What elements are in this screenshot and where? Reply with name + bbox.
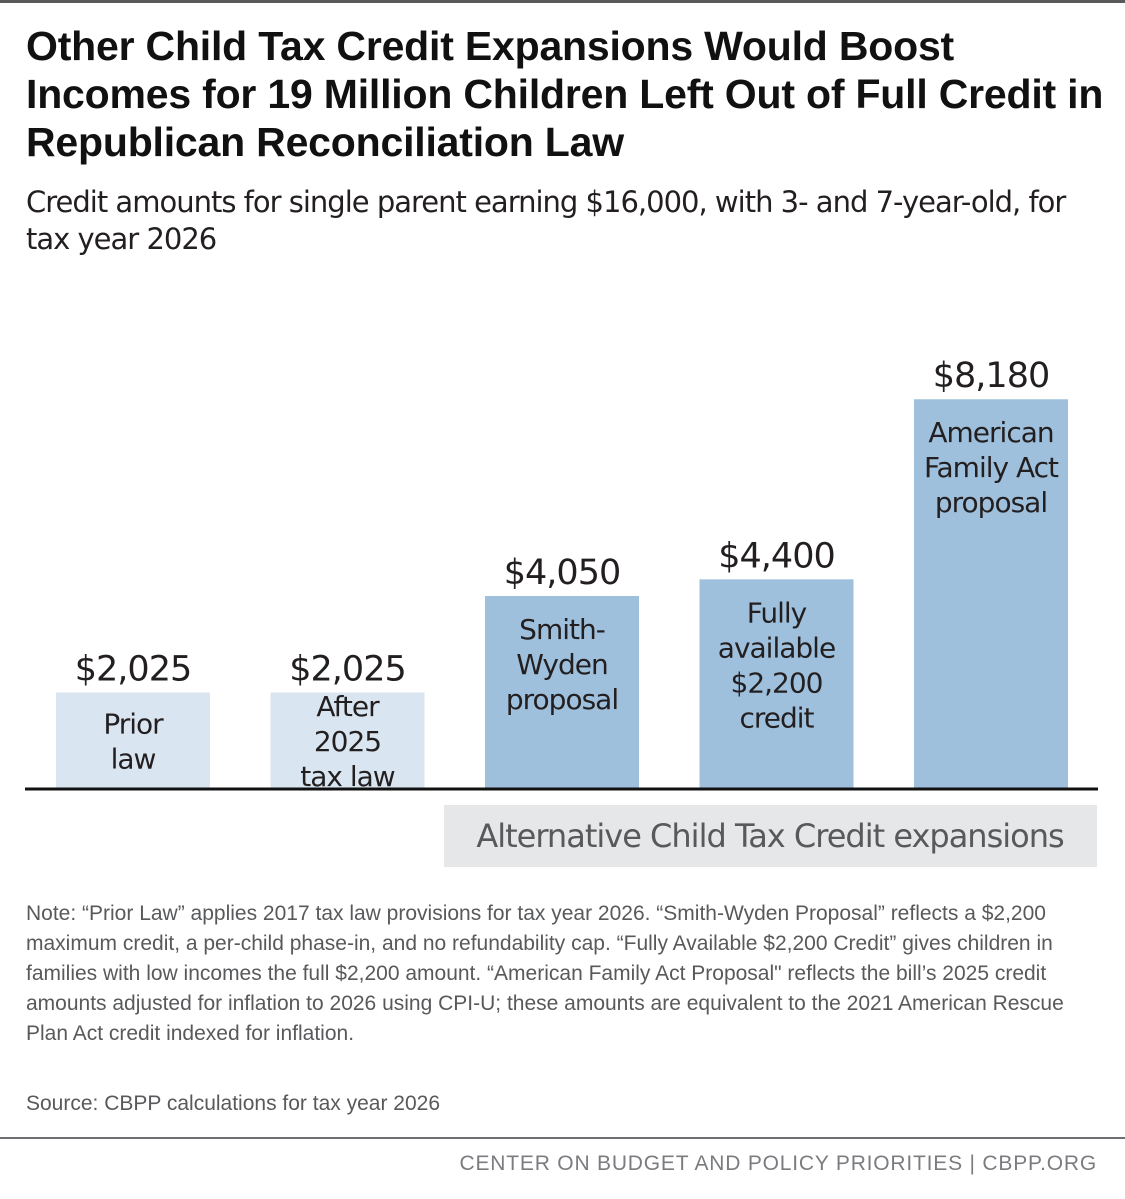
bar-category-label-5: Family Act xyxy=(924,451,1059,484)
bar-category-label-1: law xyxy=(111,742,156,775)
bar-5 xyxy=(914,399,1068,789)
expansions-group-box xyxy=(444,805,1097,867)
bar-value-label-5: $8,180 xyxy=(933,356,1049,396)
bar-value-label-3: $4,050 xyxy=(504,553,620,593)
bar-3 xyxy=(485,596,639,789)
bar-value-label-2: $2,025 xyxy=(289,650,405,690)
bar-4 xyxy=(699,579,854,789)
expansions-group-label: Alternative Child Tax Credit expansions xyxy=(476,817,1064,855)
bar-category-label-3: Smith- xyxy=(519,613,605,646)
chart-subtitle: Credit amounts for single parent earning… xyxy=(26,185,1066,256)
chart-note: Note: “Prior Law” applies 2017 tax law p… xyxy=(26,902,1064,1045)
chart-title: Other Child Tax Credit Expansions Would … xyxy=(26,23,1104,165)
bar-category-label-5: proposal xyxy=(935,486,1047,519)
bar-2 xyxy=(270,692,425,789)
bar-category-label-4: $2,200 xyxy=(731,666,823,699)
bar-category-label-2: tax law xyxy=(300,760,395,793)
bar-category-label-1: Prior xyxy=(103,707,164,740)
bar-category-label-2: After xyxy=(316,690,380,723)
bar-category-label-4: credit xyxy=(739,701,814,734)
bar-category-label-4: available xyxy=(718,631,835,664)
bar-value-label-1: $2,025 xyxy=(75,650,191,690)
bar-category-label-2: 2025 xyxy=(314,725,381,758)
bar-1 xyxy=(56,692,210,789)
bar-category-label-3: proposal xyxy=(506,683,618,716)
footer-credit: CENTER ON BUDGET AND POLICY PRIORITIES |… xyxy=(459,1152,1097,1175)
bar-category-label-3: Wyden xyxy=(516,648,608,681)
chart-source: Source: CBPP calculations for tax year 2… xyxy=(26,1092,441,1115)
bar-category-label-4: Fully xyxy=(747,596,807,629)
bar-category-label-5: American xyxy=(928,416,1053,449)
top-rule xyxy=(0,0,1125,3)
bottom-rule xyxy=(0,1137,1125,1139)
bar-value-label-4: $4,400 xyxy=(718,536,834,576)
